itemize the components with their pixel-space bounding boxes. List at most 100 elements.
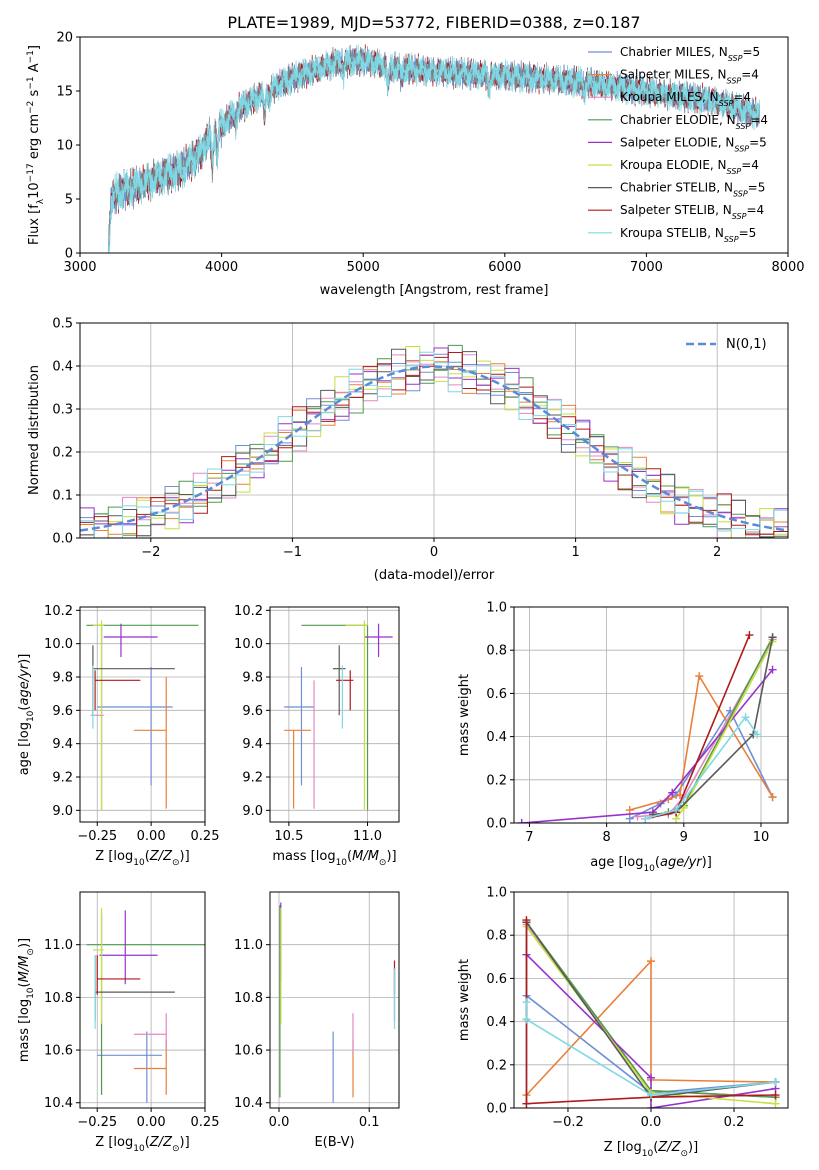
massweight-vs-age-marker-1-4	[768, 793, 777, 802]
massweight-vs-age-xlabel: age [log10(age/yr)]	[590, 855, 712, 874]
residuals-hist-8	[80, 351, 788, 538]
massweight-vs-age-marker-4-0	[517, 819, 526, 823]
massweight-vs-age-marker-8-0	[641, 814, 650, 823]
age-vs-mass-frame	[269, 606, 400, 823]
massweight-vs-Z-ytick-label-1: 0.2	[486, 1058, 507, 1073]
spectrum-legend-label-5: Kroupa ELODIE, NSSP=4	[620, 158, 759, 176]
spectrum-xtick-label-4: 7000	[630, 260, 663, 275]
mass-vs-EBV-xtick-label-1: 0.1	[359, 1115, 380, 1130]
massweight-vs-age-series	[517, 631, 777, 823]
mass-vs-EBV-ytick-label-2: 10.8	[234, 991, 263, 1006]
spectrum-xtick-label-3: 6000	[488, 260, 521, 275]
age-vs-mass-ytick-label-0: 9.0	[242, 804, 263, 819]
residuals-xtick-label-4: 2	[713, 545, 721, 560]
massweight-vs-Z-ylabel: mass weight	[457, 959, 472, 1041]
massweight-vs-Z-marker-4-1	[647, 1073, 655, 1082]
age-vs-Z-ytick-label-2: 9.4	[52, 737, 73, 752]
residuals-ytick-label-3: 0.3	[52, 403, 73, 418]
mass-vs-EBV-xtick-label-0: 0.0	[269, 1115, 290, 1130]
spectrum-xtick-label-5: 8000	[771, 260, 804, 275]
massweight-vs-Z-marker-8-3	[771, 1078, 780, 1087]
massweight-vs-age-ytick-label-0: 0.0	[486, 817, 507, 832]
spectrum-model-line-stelib	[108, 44, 760, 253]
age-vs-Z-xtick-label-1: 0.00	[137, 829, 166, 844]
spectrum-legend-label-4: Salpeter ELODIE, NSSP=5	[620, 135, 767, 153]
massweight-vs-age-marker-1-0	[625, 806, 634, 815]
residuals-xtick-label-2: 0	[430, 545, 438, 560]
mass-vs-Z-xtick-label-1: 0.00	[137, 1115, 166, 1130]
mass-vs-EBV-ytick-label-0: 10.4	[234, 1096, 263, 1111]
mass-vs-Z-ytick-label-0: 10.4	[44, 1096, 73, 1111]
residuals-normal-curve	[80, 365, 788, 532]
age-vs-mass-ytick-label-3: 9.6	[242, 704, 263, 719]
massweight-vs-age-marker-8-2	[741, 713, 750, 722]
massweight-vs-Z-xlabel: Z [log10(Z/Z⊙)]	[604, 1140, 698, 1159]
massweight-vs-age-series-line-6	[652, 637, 774, 816]
spectrum-lines	[107, 44, 761, 253]
spectrum-legend-label-1: Salpeter MILES, NSSP=4	[620, 68, 759, 86]
age-vs-Z-xtick-label-0: −0.25	[77, 829, 117, 844]
age-vs-Z-points	[86, 620, 199, 811]
spectrum-xtick-label-0: 3000	[63, 260, 96, 275]
spectrum-ylabel: Flux [fλ10−17 erg cm−2 s−1 A−1]	[26, 45, 46, 245]
mass-vs-EBV-ytick-label-3: 11.0	[234, 938, 263, 953]
residuals-ytick-label-1: 0.1	[52, 489, 73, 504]
age-vs-Z-ytick-label-6: 10.2	[44, 604, 73, 619]
residuals-hists	[80, 344, 788, 538]
age-vs-mass-ytick-label-2: 9.4	[242, 737, 263, 752]
age-vs-mass-points	[284, 620, 393, 811]
spectrum-frame	[79, 36, 789, 254]
age-vs-Z-ylabel: age [log10(age/yr)]	[17, 654, 36, 776]
spectrum-ytick-label-4: 20	[56, 31, 73, 46]
spectrum-ytick-label-0: 0	[65, 247, 73, 262]
spectrum-legend-label-6: Chabrier STELIB, NSSP=5	[620, 181, 765, 199]
residuals-xtick-label-1: −1	[283, 545, 302, 560]
residuals-legend-label: N(0,1)	[726, 337, 767, 352]
mass-vs-Z-ytick-label-3: 11.0	[44, 938, 73, 953]
massweight-vs-Z-marker-1-1	[647, 957, 655, 966]
massweight-vs-age-marker-8-1	[672, 806, 681, 815]
massweight-vs-age-marker-0-0	[625, 814, 634, 823]
age-vs-Z-xtick-label-2: 0.25	[191, 829, 220, 844]
massweight-vs-age-marker-4-3	[768, 665, 777, 674]
mass-vs-EBV-xlabel: E(B-V)	[314, 1135, 354, 1150]
figure-title: PLATE=1989, MJD=53772, FIBERID=0388, z=0…	[227, 13, 640, 32]
residuals-ytick-label-5: 0.5	[52, 317, 73, 332]
massweight-vs-age-marker-1-3	[695, 672, 704, 681]
spectrum-legend-label-2: Kroupa MILES, NSSP=4	[620, 90, 751, 108]
massweight-vs-Z-ytick-label-0: 0.0	[486, 1102, 507, 1117]
age-vs-mass-xtick-label-1: 11.0	[353, 829, 382, 844]
mass-vs-Z-frame	[79, 891, 206, 1109]
massweight-vs-age-marker-6-3	[768, 633, 777, 642]
massweight-vs-age-ytick-label-2: 0.4	[486, 730, 507, 745]
mass-vs-Z-ylabel: mass [log10(M/M⊙)]	[17, 938, 36, 1062]
age-vs-mass-ytick-label-6: 10.2	[234, 604, 263, 619]
residuals-frame	[79, 322, 789, 539]
massweight-vs-age-xtick-label-2: 9	[680, 830, 688, 845]
massweight-vs-Z-frame	[513, 891, 789, 1109]
massweight-vs-Z-ytick-label-2: 0.4	[486, 1015, 507, 1030]
spectrum-ytick-label-1: 5	[65, 193, 73, 208]
mass-vs-Z-xlabel: Z [log10(Z/Z⊙)]	[95, 1135, 189, 1154]
age-vs-Z-ytick-label-0: 9.0	[52, 804, 73, 819]
massweight-vs-Z-marker-7-1	[522, 1099, 531, 1108]
age-vs-mass-ytick-label-5: 10.0	[234, 637, 263, 652]
massweight-vs-Z-marker-4-2	[647, 1104, 655, 1108]
spectrum-legend-label-8: Kroupa STELIB, NSSP=5	[620, 226, 756, 244]
residuals-ylabel: Normed distribution	[27, 365, 42, 495]
residuals-ytick-label-2: 0.2	[52, 446, 73, 461]
mass-vs-EBV-points	[279, 902, 396, 1103]
mass-vs-Z-xtick-label-0: −0.25	[77, 1115, 117, 1130]
age-vs-Z-ytick-label-4: 9.8	[52, 671, 73, 686]
residuals-ytick-label-0: 0.0	[52, 532, 73, 547]
mass-vs-Z-ytick-label-2: 10.8	[44, 991, 73, 1006]
mass-vs-EBV-frame	[269, 891, 400, 1109]
massweight-vs-Z-series-line-1	[525, 959, 776, 1096]
mass-vs-Z-ytick-label-1: 10.6	[44, 1044, 73, 1059]
spectrum-xlabel: wavelength [Angstrom, rest frame]	[320, 283, 549, 298]
massweight-vs-age-marker-4-2	[668, 788, 677, 797]
massweight-vs-age-series-line-4	[521, 669, 774, 823]
massweight-vs-Z-marker-7-3	[771, 1091, 780, 1100]
massweight-vs-Z-xtick-label-1: 0.0	[641, 1115, 662, 1130]
